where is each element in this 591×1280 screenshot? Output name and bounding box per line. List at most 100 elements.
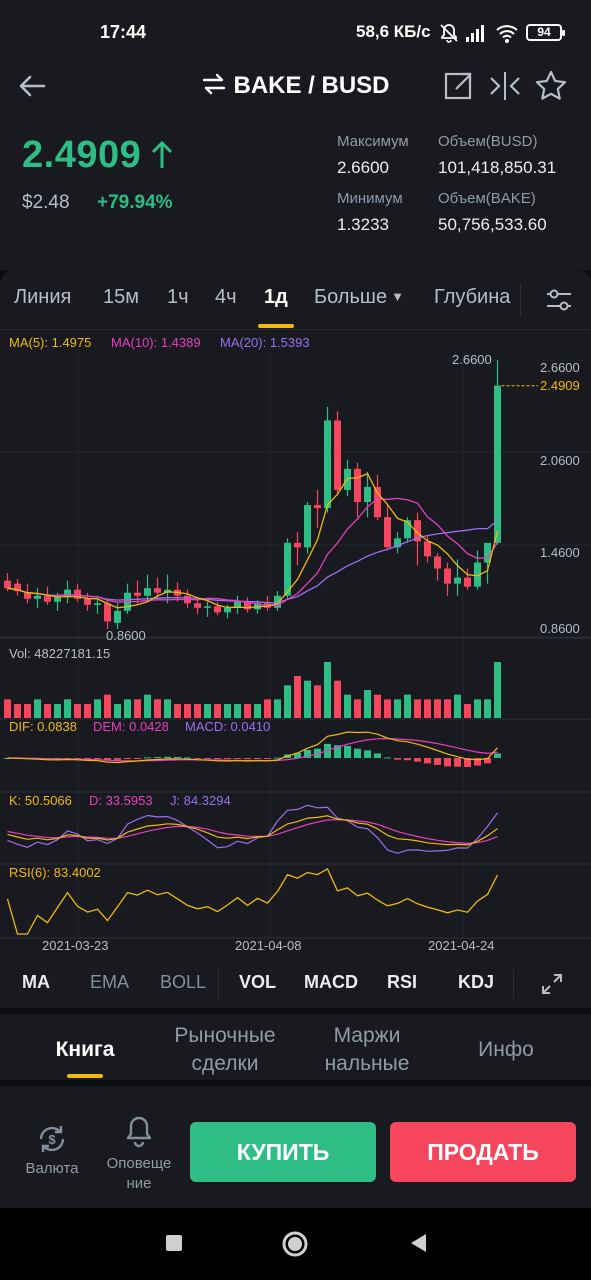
k-label: K: 50.5066 (9, 793, 72, 808)
tab-1d[interactable]: 1д (264, 286, 288, 308)
tab-margin[interactable]: Маржи нальные (312, 1022, 422, 1078)
caret-down-icon: ▼ (391, 289, 404, 304)
max-marker: 2.6600 (452, 352, 492, 367)
candle-body (354, 468, 361, 503)
ind-ma[interactable]: MA (22, 972, 50, 992)
macd-bar (434, 758, 441, 765)
recents-icon[interactable] (165, 1234, 183, 1252)
ind-vol[interactable]: VOL (239, 972, 277, 992)
tab-4h[interactable]: 4ч (215, 286, 237, 308)
volume-bar (294, 676, 301, 718)
alerts-button[interactable]: Оповеще ние (100, 1114, 178, 1194)
back-arrow-icon[interactable] (14, 68, 50, 104)
macd-bar (344, 745, 351, 758)
macd-bar (164, 756, 171, 758)
external-link-icon[interactable] (441, 68, 477, 104)
vol-bake-value: 50,756,533.60 (438, 215, 547, 234)
x-tick-3: 2021-04-24 (428, 938, 495, 953)
candle-body (204, 606, 211, 608)
pair-title[interactable]: BAKE / BUSD (0, 72, 591, 100)
currency-button[interactable]: $ Валюта (14, 1122, 90, 1177)
candle-body (24, 592, 31, 599)
volume-bar (434, 699, 441, 718)
j-line (7, 804, 498, 854)
battery-indicator: 94 (526, 24, 565, 41)
volume-bar (254, 704, 261, 718)
macd-bar (94, 758, 101, 760)
candle-body (324, 420, 331, 509)
ind-ema[interactable]: EMA (90, 972, 130, 992)
currency-label: Валюта (25, 1160, 79, 1177)
tab-depth[interactable]: Глубина (434, 286, 511, 308)
tab-market-trades[interactable]: Рыночные сделки (160, 1022, 290, 1078)
candle-body (54, 597, 61, 602)
macd-bar (484, 758, 491, 764)
volume-bar (24, 704, 31, 718)
tab-line[interactable]: Линия (14, 286, 72, 308)
volume-bar (344, 694, 351, 718)
sell-button[interactable]: ПРОДАТЬ (390, 1122, 576, 1182)
volume-bar (394, 699, 401, 718)
vol-busd-value: 101,418,850.31 (438, 158, 557, 177)
volume-bar (364, 690, 371, 718)
j-label: J: 84.3294 (170, 793, 231, 808)
d-line (7, 819, 498, 845)
volume-bar (94, 699, 101, 718)
buy-button[interactable]: КУПИТЬ (190, 1122, 376, 1182)
alerts-label-line-2: ние (126, 1175, 152, 1192)
candle-body (294, 542, 301, 548)
chart-labels: MA(5): 1.4975 MA(10): 1.4389 MA(20): 1.5… (9, 335, 580, 953)
mute-icon (440, 24, 458, 43)
tab-1h[interactable]: 1ч (167, 286, 189, 308)
ma5-line (7, 472, 499, 609)
chart-grid (0, 352, 591, 939)
ind-boll[interactable]: BOLL (160, 972, 207, 992)
volume-bar (444, 699, 451, 718)
swap-icon[interactable] (201, 73, 227, 95)
ma20-label: MA(20): 1.5393 (220, 335, 310, 350)
indicator-lines (6, 385, 538, 935)
tab-more-label: Больше (314, 286, 388, 308)
y-tick-4: 0.8600 (540, 621, 580, 636)
macd-bar (274, 757, 281, 759)
favorite-star-icon[interactable] (533, 68, 569, 104)
back-icon[interactable] (408, 1232, 428, 1254)
tab-book[interactable]: Книга (55, 1038, 115, 1061)
macd-bar (114, 758, 121, 760)
candle-body (44, 595, 51, 602)
high-value: 2.6600 (337, 158, 389, 177)
candle-body (274, 595, 281, 608)
volume-bar (484, 699, 491, 718)
candle-body (404, 520, 411, 539)
macd-bar (134, 758, 141, 759)
tab-15m[interactable]: 15м (103, 286, 139, 308)
min-marker: 0.8600 (106, 628, 146, 643)
ind-rsi[interactable]: RSI (387, 972, 418, 992)
macd-bar (254, 758, 261, 759)
chart-settings-icon[interactable] (545, 287, 573, 313)
volume-bar (174, 704, 181, 718)
ind-macd[interactable]: MACD (304, 972, 358, 992)
fullscreen-icon[interactable] (540, 972, 564, 996)
indicator-tabs: MA EMA BOLL VOL MACD RSI KDJ (0, 960, 591, 1008)
volume-bar (84, 704, 91, 718)
macd-bar (154, 757, 161, 759)
volume-bar (204, 704, 211, 718)
y-tick-3: 1.4600 (540, 545, 580, 560)
volume-bar (54, 704, 61, 718)
pair-name: BAKE / BUSD (233, 72, 390, 99)
change-percent: +79.94% (97, 192, 173, 213)
tab-info[interactable]: Инфо (478, 1038, 534, 1061)
candle-body (484, 542, 491, 563)
macd-bar (424, 758, 431, 764)
home-icon[interactable] (281, 1230, 309, 1258)
candlestick-chart[interactable]: MA(5): 1.4975 MA(10): 1.4389 MA(20): 1.5… (0, 330, 591, 960)
dif-line (7, 731, 498, 764)
volume-bar (34, 699, 41, 718)
volume-bar (124, 699, 131, 718)
tab-more[interactable]: Больше ▼ (314, 286, 404, 309)
candle-body (334, 420, 341, 490)
ind-kdj[interactable]: KDJ (458, 972, 495, 992)
volume-bar (214, 704, 221, 718)
compare-icon[interactable] (487, 68, 523, 104)
